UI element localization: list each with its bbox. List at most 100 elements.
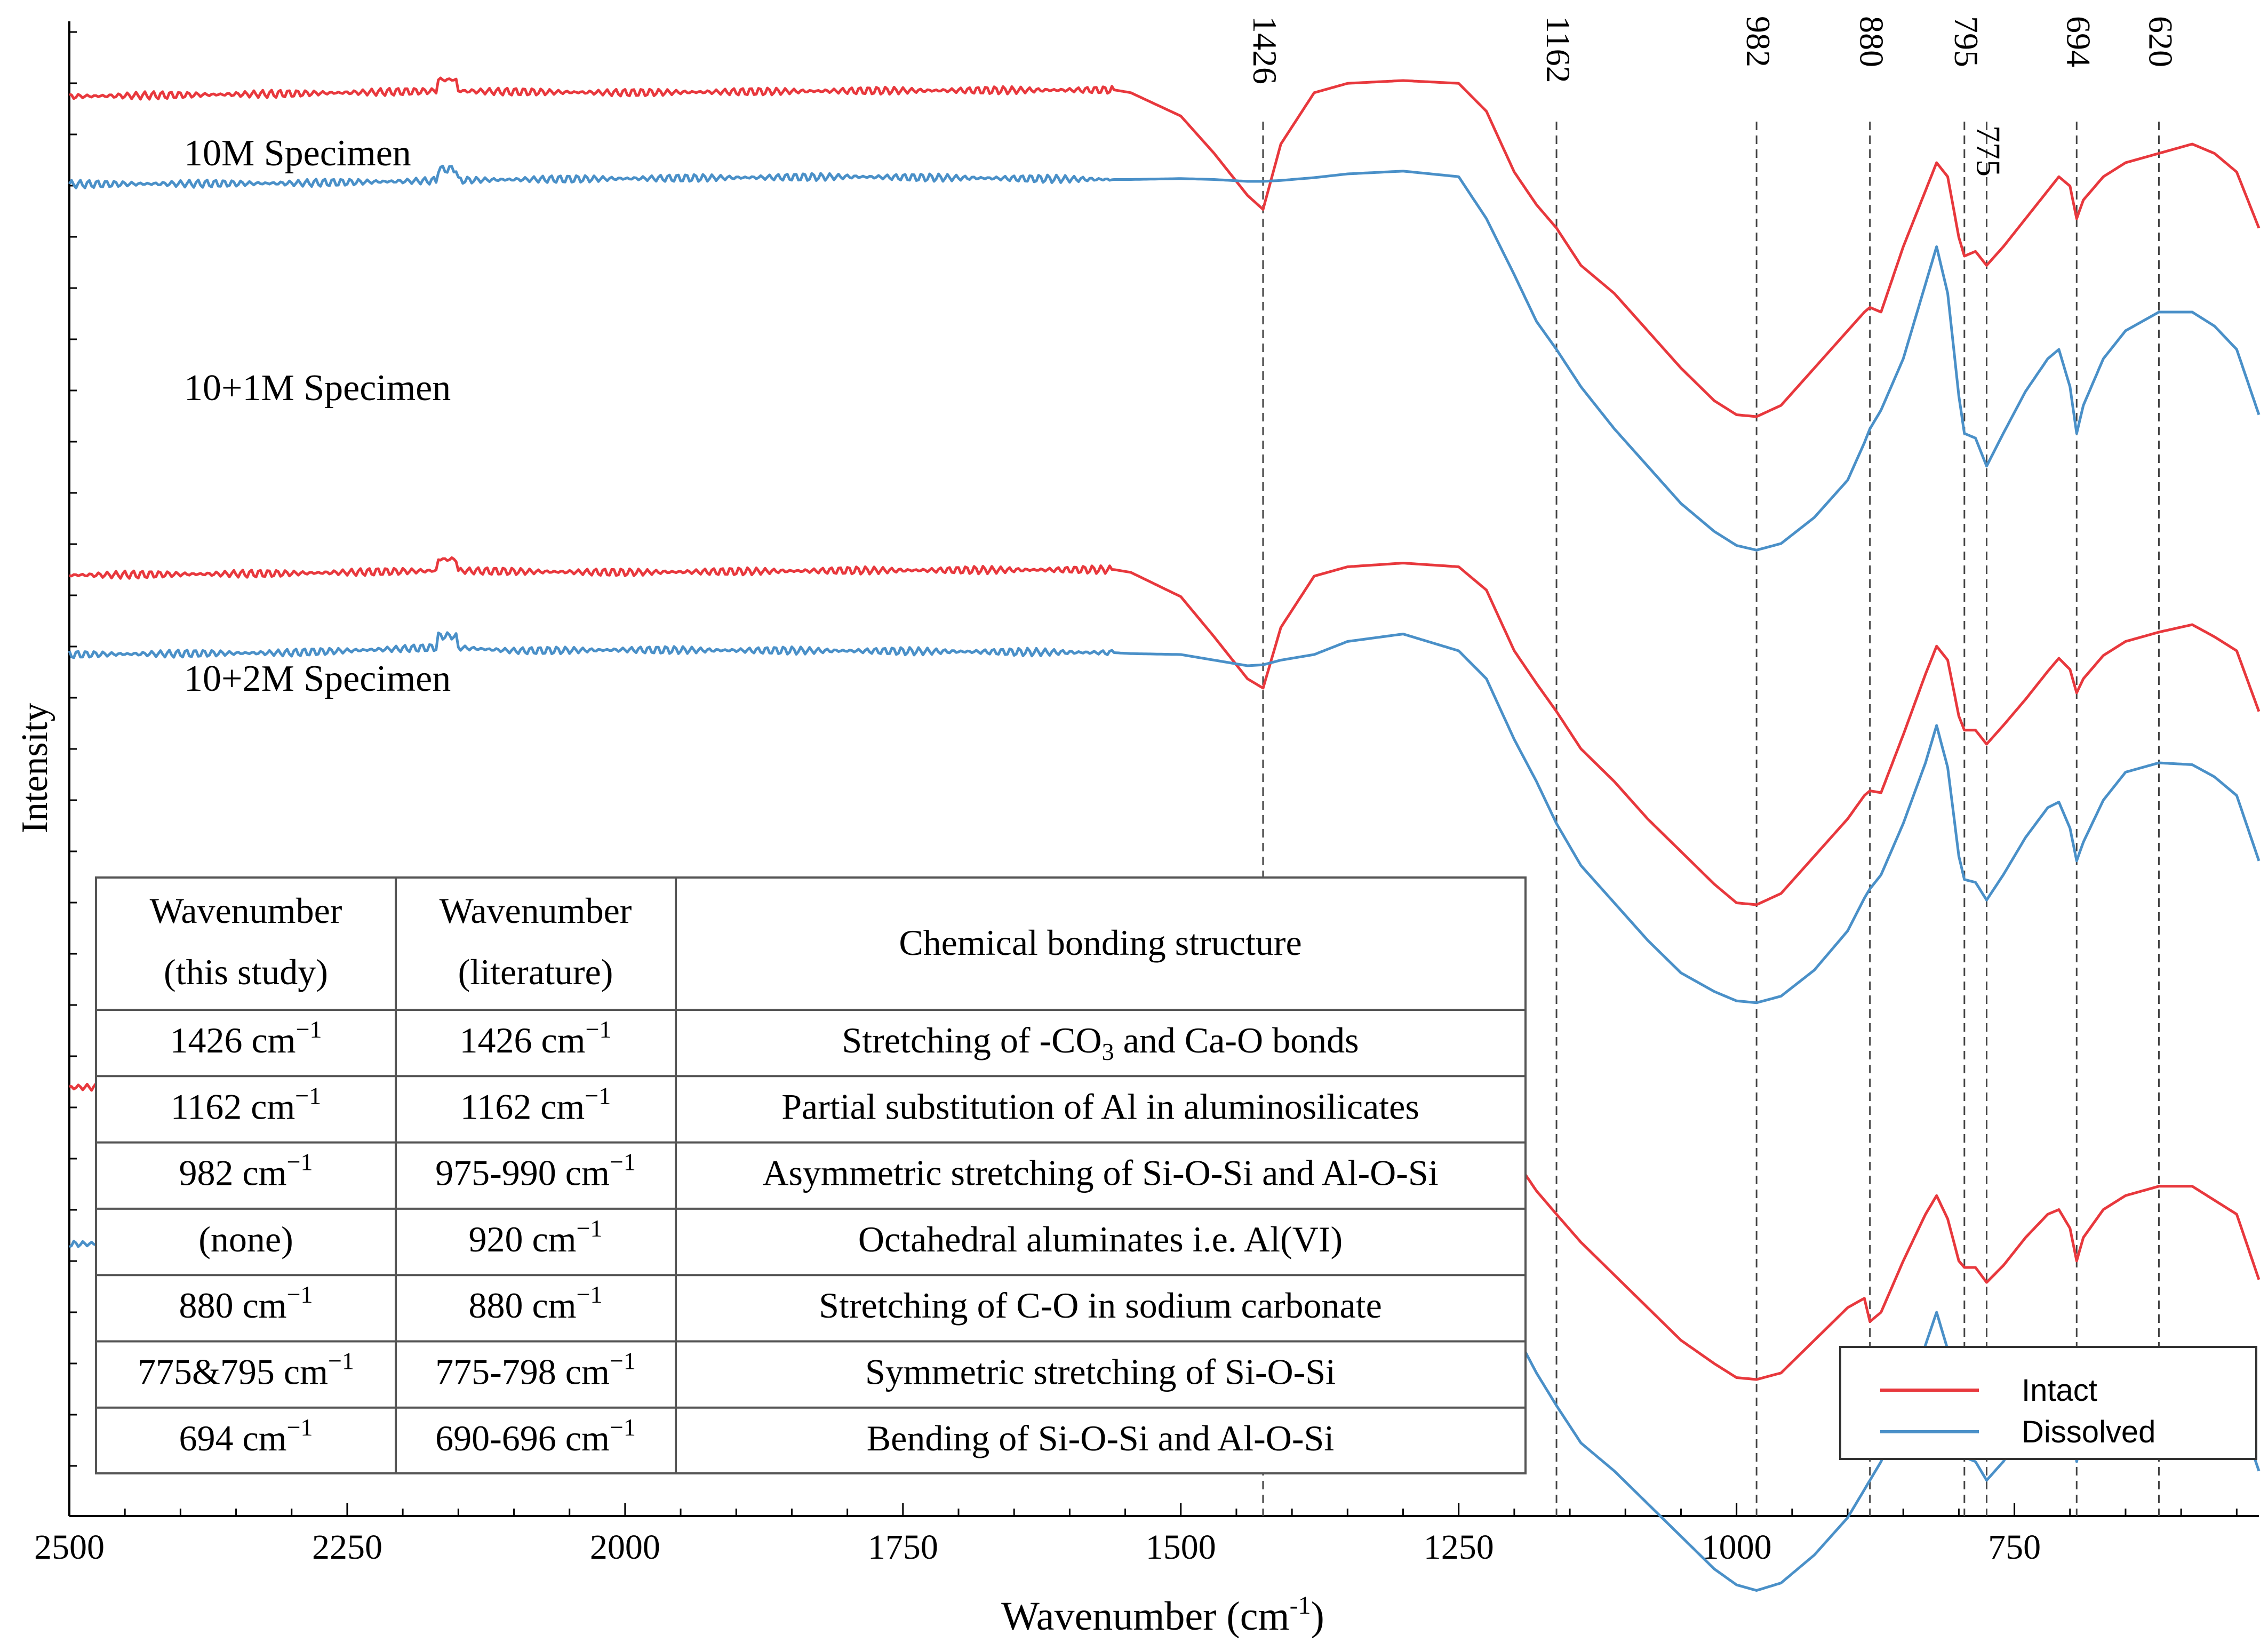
table-cell-structure: Bending of Si-O-Si and Al-O-Si [867, 1418, 1334, 1458]
reference-line-label-1426: 1426 [1246, 16, 1284, 84]
table-cell-structure-part: and Ca-O bonds [1114, 1020, 1359, 1060]
table-cell-study: 880 cm−1 [179, 1281, 313, 1326]
table-rows: 1426 cm−1 1426 cm−1 Stretching of -CO3 and… [96, 1009, 1526, 1458]
table-cell-literature: 920 cm−1 [468, 1215, 602, 1259]
table-cell-study: 1426 cm−1 [170, 1016, 322, 1060]
reference-lines: 1426 1162 982 880 795 775 694 620 [1246, 16, 2179, 1516]
reference-line-label-1162: 1162 [1539, 16, 1577, 83]
y-minor-ticks [69, 31, 77, 1467]
table-cell-literature: 1426 cm−1 [459, 1016, 611, 1060]
table-cell-literature-part: 920 cm [468, 1219, 576, 1259]
series-line [69, 76, 2261, 418]
legend-label-intact: Intact [2022, 1373, 2097, 1408]
x-tick-label: 1250 [1424, 1528, 1494, 1567]
table-cell-structure: Octahedral aluminates i.e. Al(VI) [858, 1219, 1343, 1259]
table-cell-literature-part: −1 [610, 1148, 636, 1176]
legend-box [1839, 1346, 2257, 1460]
table-cell-study-part: 694 cm [179, 1418, 286, 1458]
reference-line-label-775: 775 [1969, 125, 2007, 177]
series-line [68, 631, 2261, 1004]
table-cell-study-part: −1 [296, 1016, 322, 1043]
table-cell-structure-part: 3 [1102, 1038, 1114, 1065]
table-cell-literature: 690-696 cm−1 [435, 1414, 636, 1458]
table-cell-literature-part: −1 [585, 1082, 611, 1109]
table-cell-literature: 775-798 cm−1 [435, 1347, 636, 1392]
x-ticks: 2500 2250 2000 1750 1500 1250 1000 750 [34, 1503, 2238, 1567]
x-tick-label: 1750 [868, 1528, 938, 1567]
x-tick-label: 2000 [590, 1528, 660, 1567]
table-cell-study-part: −1 [295, 1082, 321, 1109]
x-tick-label: 1500 [1146, 1528, 1216, 1567]
x-tick-label: 2500 [34, 1528, 105, 1567]
y-axis-title: Intensity [14, 703, 55, 834]
specimen-label: 10+1M Specimen [184, 368, 451, 409]
table-cell-literature-part: 690-696 cm [435, 1418, 610, 1458]
table-cell-structure-part: Stretching of -CO [842, 1020, 1101, 1060]
table-cell-literature: 1162 cm−1 [460, 1082, 611, 1127]
table-cell-study: 982 cm−1 [179, 1148, 313, 1193]
x-axis-title-close: ) [1311, 1594, 1324, 1639]
table-cell-literature-part: 1162 cm [460, 1086, 585, 1127]
table-cell-study: 775&795 cm−1 [138, 1347, 354, 1392]
table-cell-study: 694 cm−1 [179, 1414, 313, 1458]
table-cell-study-part: 775&795 cm [138, 1352, 328, 1392]
table-cell-structure-part: Octahedral aluminates i.e. Al(VI) [858, 1219, 1343, 1259]
table-header-structure: Chemical bonding structure [899, 922, 1301, 963]
x-axis-title-main: Wavenumber (cm [1001, 1594, 1289, 1639]
table-cell-literature-part: −1 [586, 1016, 612, 1043]
table-cell-literature-part: 975-990 cm [435, 1153, 610, 1193]
series-line [69, 556, 2261, 906]
reference-line-label-795: 795 [1947, 16, 1985, 67]
table-cell-literature-part: −1 [610, 1347, 636, 1375]
table-cell-structure: Symmetric stretching of Si-O-Si [865, 1352, 1336, 1392]
series-line [68, 164, 2261, 552]
table-header-study-line2: (this study) [164, 952, 328, 992]
table-cell-structure-part: Stretching of C-O in sodium carbonate [819, 1285, 1382, 1326]
specimen-labels: 10M Specimen 10+1M Specimen 10+2M Specimen [184, 133, 451, 699]
table-cell-structure: Partial substitution of Al in aluminosil… [781, 1086, 1419, 1127]
table-header-literature-line2: (literature) [458, 952, 613, 992]
x-tick-label: 2250 [312, 1528, 382, 1567]
reference-line-label-880: 880 [1853, 16, 1891, 67]
table-cell-literature: 880 cm−1 [468, 1281, 602, 1326]
table-cell-literature-part: −1 [577, 1281, 603, 1308]
x-axis-title: Wavenumber (cm-1) [1001, 1591, 1324, 1639]
table-cell-structure: Stretching of -CO3 and Ca-O bonds [842, 1020, 1359, 1065]
table-cell-study-part: 982 cm [179, 1153, 286, 1193]
table-header-study-line1: Wavenumber [150, 890, 342, 931]
table-header-literature-line1: Wavenumber [440, 890, 632, 931]
specimen-label: 10+2M Specimen [184, 658, 451, 699]
table-cell-structure: Asymmetric stretching of Si-O-Si and Al-… [762, 1153, 1438, 1193]
table-cell-study-part: −1 [328, 1347, 354, 1375]
legend: Intact Dissolved [1839, 1346, 2257, 1460]
table-cell-study-part: (none) [198, 1219, 293, 1259]
table-cell-literature-part: 1426 cm [459, 1020, 585, 1060]
table-cell-literature-part: −1 [577, 1215, 603, 1242]
table-cell-structure-part: Partial substitution of Al in aluminosil… [781, 1086, 1419, 1127]
table-cell-study-part: 1426 cm [170, 1020, 296, 1060]
table-cell-literature: 975-990 cm−1 [435, 1148, 636, 1193]
table-cell-literature-part: 880 cm [468, 1285, 576, 1326]
table-header: Wavenumber (this study) Wavenumber (lite… [150, 890, 1302, 992]
table-cell-structure-part: Asymmetric stretching of Si-O-Si and Al-… [762, 1153, 1438, 1193]
data-table: Wavenumber (this study) Wavenumber (lite… [95, 876, 1527, 1474]
table-cell-study-part: −1 [287, 1414, 313, 1441]
table-cell-study-part: −1 [287, 1281, 313, 1308]
table-border [95, 876, 1527, 1474]
table-cell-structure-part: Bending of Si-O-Si and Al-O-Si [867, 1418, 1334, 1458]
x-tick-label: 750 [1988, 1528, 2041, 1567]
table-cell-structure-part: Symmetric stretching of Si-O-Si [865, 1352, 1336, 1392]
table-cell-study-part: 880 cm [179, 1285, 286, 1326]
table-cell-study: 1162 cm−1 [171, 1082, 322, 1127]
table-cell-literature-part: 775-798 cm [435, 1352, 610, 1392]
reference-line-label-694: 694 [2059, 16, 2097, 67]
specimen-label: 10M Specimen [184, 133, 411, 174]
reference-line-label-620: 620 [2142, 16, 2179, 67]
table-cell-study: (none) [198, 1219, 293, 1259]
table-cell-structure: Stretching of C-O in sodium carbonate [819, 1285, 1382, 1326]
table-cell-study-part: −1 [287, 1148, 313, 1176]
reference-line-label-982: 982 [1739, 16, 1777, 67]
x-tick-label: 1000 [1702, 1528, 1772, 1567]
legend-label-dissolved: Dissolved [2022, 1415, 2155, 1449]
